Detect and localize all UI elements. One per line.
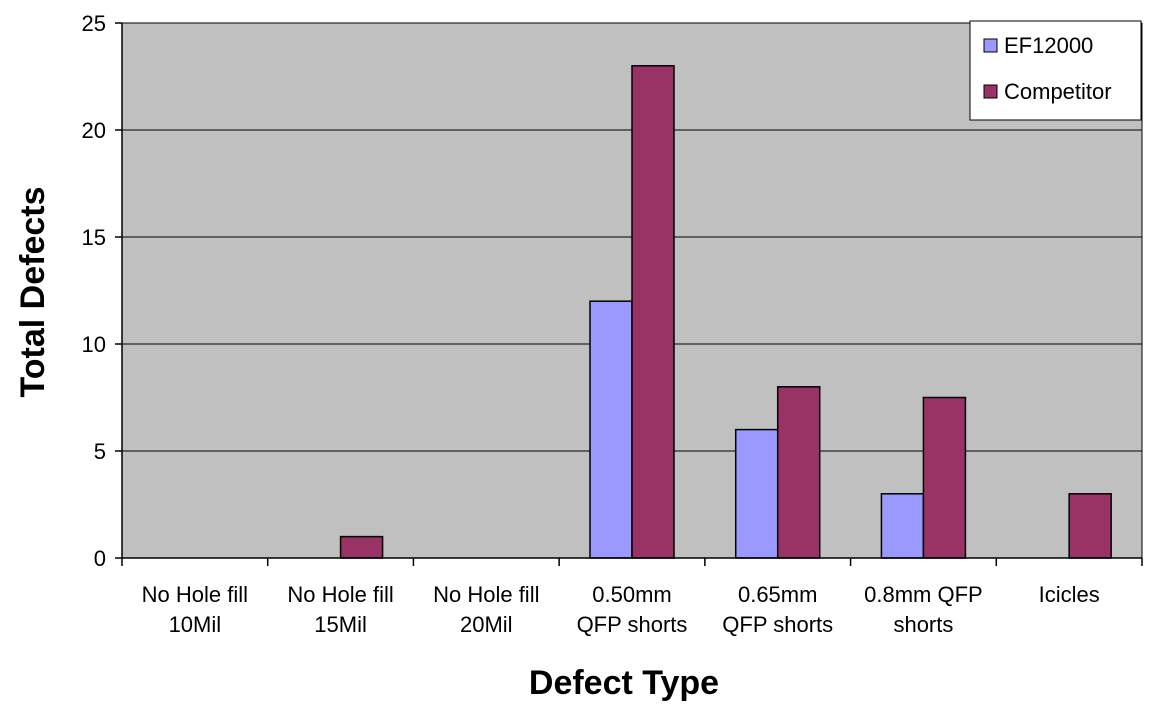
- legend-label-competitor: Competitor: [1004, 79, 1112, 104]
- y-tick-label: 10: [82, 332, 106, 357]
- bar-ef12000-3: [589, 300, 633, 559]
- x-tick-label: Icicles: [1039, 582, 1100, 607]
- bar-competitor-4: [776, 386, 821, 559]
- legend-label-ef12000: EF12000: [1004, 33, 1093, 58]
- legend-box: [969, 20, 1142, 121]
- x-tick-label: 0.65mm QFP shorts: [722, 582, 833, 637]
- x-tick-labels: No Hole fill 10Mil No Hole fill 15Mil No Hol…: [142, 582, 1100, 637]
- x-axis-title: Defect Type: [529, 664, 719, 702]
- y-tick-label: 15: [82, 225, 106, 250]
- legend: EF12000 Competitor: [969, 20, 1142, 121]
- bars: [339, 65, 1112, 559]
- x-tick-label: No Hole fill 20Mil: [433, 582, 539, 637]
- y-tick-label: 25: [82, 11, 106, 36]
- bar-competitor-6: [1068, 493, 1112, 559]
- bar-ef12000-4: [734, 428, 779, 559]
- y-tick-label: 20: [82, 118, 106, 143]
- x-tick-label: No Hole fill 15Mil: [287, 582, 393, 637]
- y-tick-label: 0: [94, 546, 106, 571]
- y-tick-labels: 0 5 10 15 20 25: [82, 11, 106, 571]
- bar-competitor-5: [922, 396, 967, 559]
- y-tick-label: 5: [94, 439, 106, 464]
- bar-competitor-1: [339, 535, 384, 559]
- legend-swatch-competitor: [983, 84, 998, 99]
- x-tick-label: 0.8mm QFP shorts: [864, 582, 983, 637]
- x-tick-label: No Hole fill 10Mil: [142, 582, 248, 637]
- bar-competitor-3: [631, 65, 675, 559]
- bar-ef12000-5: [880, 493, 925, 559]
- y-axis-title: Total Defects: [14, 187, 52, 398]
- x-tick-label: 0.50mm QFP shorts: [577, 582, 688, 637]
- legend-swatch-ef12000: [983, 38, 998, 53]
